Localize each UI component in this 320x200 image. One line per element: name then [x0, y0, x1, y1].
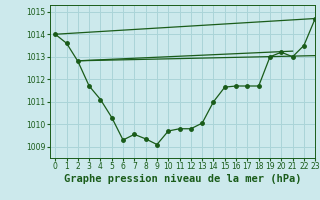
X-axis label: Graphe pression niveau de la mer (hPa): Graphe pression niveau de la mer (hPa)	[64, 174, 301, 184]
